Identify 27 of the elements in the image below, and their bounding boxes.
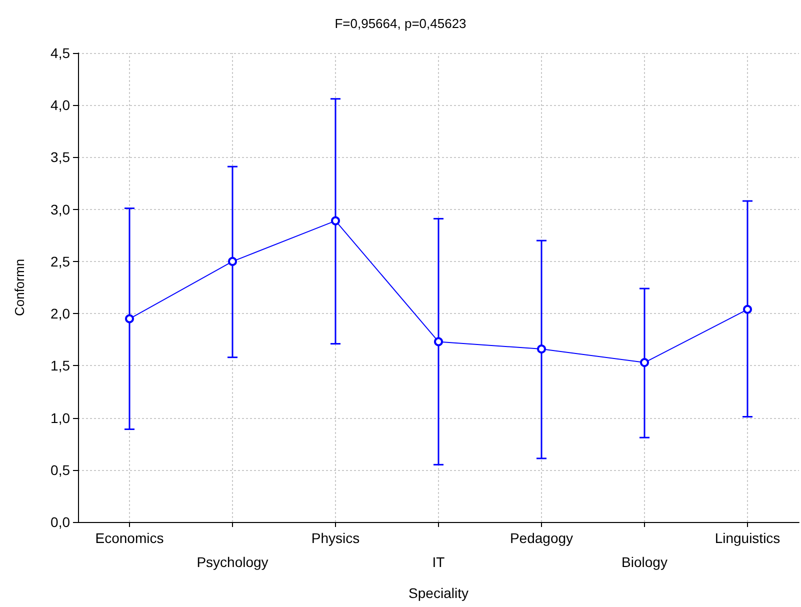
point: [743, 304, 752, 314]
y-tick-label: 1,5: [50, 358, 70, 374]
x-tick-label: Economics: [95, 530, 164, 546]
y-tick-label: 4,5: [50, 45, 70, 61]
point: [537, 344, 546, 354]
point: [640, 358, 649, 368]
x-tick-label: IT: [432, 554, 446, 570]
y-tick-label: 2,0: [50, 306, 70, 322]
y-tick-label: 0,5: [50, 462, 70, 478]
point: [331, 216, 340, 226]
y-tick-label: 2,5: [50, 253, 70, 270]
x-tick-label: Psychology: [196, 554, 268, 570]
point: [434, 337, 443, 346]
point: [228, 256, 237, 266]
y-tick-label: 1,0: [50, 410, 70, 426]
x-tick-label: Linguistics: [714, 530, 780, 546]
y-tick-label: 0,0: [50, 514, 70, 530]
x-tick-label: Physics: [311, 530, 360, 546]
x-tick-label: Biology: [622, 554, 668, 570]
chart-title: F=0,95664, p=0,45623: [334, 16, 466, 31]
point: [125, 314, 134, 324]
y-axis-title: Conformn: [12, 258, 27, 316]
y-tick-label: 3,0: [50, 201, 70, 218]
x-axis-title: Speciality: [408, 585, 468, 601]
y-tick-label: 3,5: [50, 149, 70, 166]
y-tick-label: 4,0: [50, 97, 70, 114]
x-tick-label: Pedagogy: [510, 530, 574, 546]
